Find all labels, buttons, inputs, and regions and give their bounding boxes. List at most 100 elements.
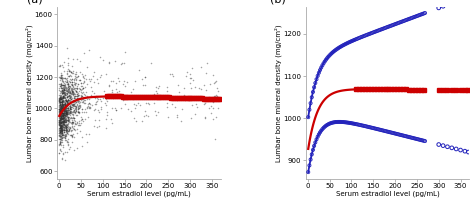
Point	[61, 111, 69, 114]
Point	[79, 86, 86, 90]
Point	[60, 88, 68, 91]
Point	[361, 124, 369, 128]
Point	[314, 135, 321, 139]
Point	[55, 120, 63, 124]
Point	[85, 101, 93, 105]
Point	[322, 58, 330, 61]
Point	[56, 128, 64, 132]
Point	[56, 103, 64, 107]
Point	[59, 111, 67, 114]
Point	[151, 110, 159, 113]
Point	[67, 105, 74, 109]
Point	[121, 103, 129, 106]
Point	[66, 93, 73, 97]
Point	[405, 135, 412, 139]
Point	[138, 77, 146, 81]
Point	[58, 117, 65, 121]
Point	[57, 120, 65, 124]
Point	[83, 66, 91, 69]
Point	[114, 77, 122, 80]
Point	[62, 120, 69, 124]
Point	[61, 125, 68, 129]
Point	[72, 96, 79, 99]
Point	[112, 107, 119, 110]
Point	[141, 75, 148, 78]
Point	[64, 95, 71, 99]
Point	[335, 46, 343, 50]
Point	[57, 123, 64, 127]
Point	[55, 115, 63, 119]
Point	[62, 130, 70, 134]
Point	[69, 93, 76, 96]
Point	[73, 92, 81, 95]
Point	[56, 111, 64, 114]
Point	[58, 136, 66, 139]
Point	[66, 120, 73, 124]
Point	[69, 96, 76, 99]
Point	[62, 128, 70, 131]
Point	[57, 106, 65, 110]
Point	[75, 106, 82, 109]
Point	[109, 121, 116, 125]
Point	[337, 45, 345, 48]
Point	[64, 85, 72, 89]
Point	[59, 114, 66, 118]
Point	[58, 131, 65, 135]
Point	[56, 108, 64, 112]
Point	[82, 77, 90, 81]
Point	[333, 120, 340, 124]
Point	[64, 88, 72, 91]
Point	[59, 128, 66, 131]
Point	[58, 97, 65, 101]
Point	[61, 119, 68, 123]
Point	[82, 74, 89, 77]
Point	[61, 134, 68, 137]
Point	[56, 142, 64, 145]
Point	[57, 128, 64, 132]
Point	[69, 91, 77, 95]
Point	[66, 107, 74, 110]
Point	[66, 96, 73, 100]
Point	[118, 61, 126, 64]
Point	[71, 98, 79, 102]
Point	[56, 142, 64, 146]
Point	[59, 120, 67, 123]
Point	[142, 101, 150, 105]
Point	[79, 75, 86, 78]
Point	[63, 78, 71, 82]
Point	[417, 138, 424, 142]
Point	[59, 95, 67, 99]
Point	[398, 20, 405, 24]
Point	[70, 71, 77, 75]
Point	[77, 104, 84, 108]
Point	[56, 109, 64, 113]
Point	[60, 106, 68, 110]
Point	[66, 96, 74, 100]
Point	[350, 38, 358, 42]
Point	[75, 99, 82, 102]
Point	[64, 57, 72, 60]
Point	[308, 153, 316, 156]
Point	[410, 137, 418, 140]
Point	[60, 116, 67, 119]
Point	[59, 96, 66, 100]
Point	[57, 129, 64, 133]
Point	[361, 34, 369, 37]
Point	[56, 113, 64, 117]
Point	[57, 86, 65, 90]
Point	[333, 48, 340, 51]
Point	[68, 83, 75, 86]
Point	[145, 101, 152, 105]
Point	[83, 97, 91, 101]
Point	[63, 120, 70, 123]
Point	[63, 86, 71, 90]
Point	[59, 111, 66, 115]
Point	[85, 106, 93, 109]
Point	[67, 70, 75, 73]
Point	[58, 111, 65, 114]
Point	[57, 131, 64, 135]
Point	[56, 125, 64, 128]
Point	[306, 108, 313, 112]
Point	[73, 82, 80, 85]
Point	[353, 122, 360, 126]
